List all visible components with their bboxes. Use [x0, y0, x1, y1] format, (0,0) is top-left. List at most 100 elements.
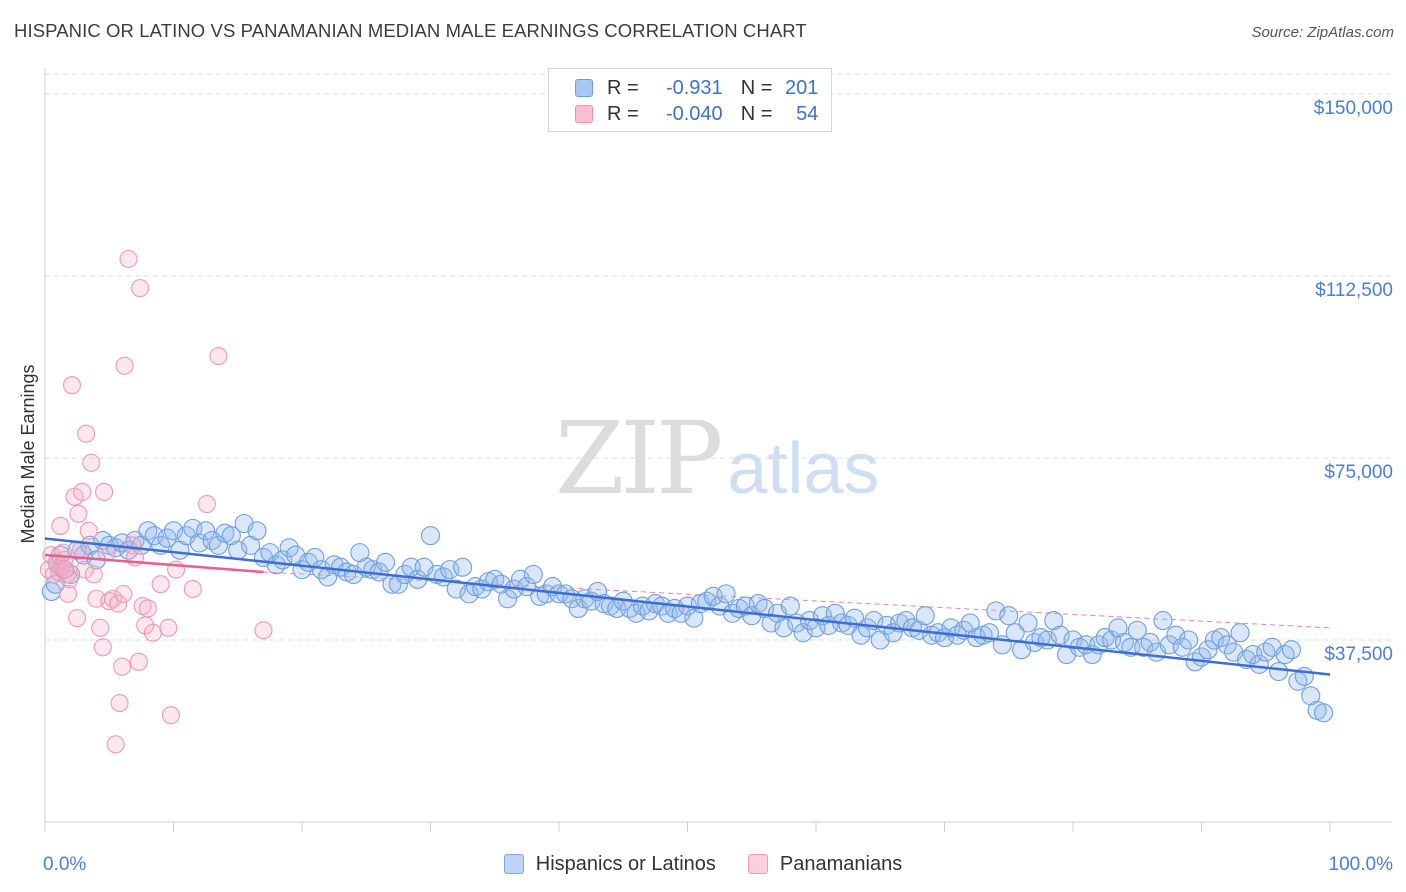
legend-row-panamanian: R = -0.040 N = 54: [575, 102, 818, 126]
panamanian-point: [115, 356, 134, 375]
hispanic-trend-line: [44, 537, 1331, 676]
panamanian-point: [75, 560, 94, 579]
hispanic-point: [1127, 620, 1147, 640]
hispanic-point: [1314, 703, 1334, 723]
panamanian-point: [109, 594, 128, 613]
series-swatch-panamanian: [747, 854, 768, 874]
hispanic-point: [420, 526, 441, 546]
panamanian-point: [161, 706, 180, 725]
hispanic-point: [780, 596, 800, 616]
legend-n-label: N =: [740, 102, 773, 125]
hispanic-point: [163, 521, 184, 541]
y-tick-label: $112,500: [1315, 280, 1393, 301]
panamanian-point: [56, 560, 75, 579]
panamanian-point: [119, 249, 138, 269]
panamanian-point: [91, 618, 110, 637]
panamanian-point: [62, 376, 82, 395]
hispanic-point: [915, 606, 935, 626]
hispanic-point: [793, 623, 813, 643]
axis-labels: $37,500 $75,000 $112,500 $150,000 0.0% 100.0%…: [18, 98, 1393, 875]
panamanian-point: [69, 504, 88, 523]
legend-r-label: R =: [607, 102, 639, 125]
panamanian-point: [209, 347, 228, 366]
y-tick-label: $37,500: [1324, 644, 1393, 665]
series-legend-panamanian[interactable]: Panamanians: [747, 852, 903, 876]
hispanic-point: [1217, 635, 1237, 655]
chart-title: HISPANIC OR LATINO VS PANAMANIAN MEDIAN …: [14, 20, 807, 41]
hispanic-point: [761, 613, 781, 633]
hispanic-point: [459, 584, 479, 604]
panamanian-point: [114, 584, 133, 603]
axes: [44, 68, 1392, 832]
series-swatch-hispanic: [503, 854, 524, 874]
hispanic-point: [523, 564, 543, 585]
hispanic-point: [279, 538, 299, 558]
panamanian-point: [104, 589, 123, 608]
panamanian-point: [110, 694, 129, 713]
series-label-panamanian: Panamanians: [779, 852, 903, 875]
panamanian-point: [53, 543, 73, 562]
panamanian-point: [60, 570, 79, 589]
panamanian-point: [51, 516, 70, 535]
hispanic-point: [1269, 661, 1289, 682]
panamanian-point: [159, 618, 178, 637]
panamanian-point: [138, 599, 157, 618]
hispanic-point: [208, 535, 229, 555]
panamanian-point: [143, 623, 162, 642]
hispanic-point: [857, 618, 877, 638]
legend-r-value: -0.931: [665, 76, 723, 99]
grid-lines: [45, 73, 1392, 641]
hispanic-point: [1172, 637, 1192, 657]
hispanic-point: [716, 584, 736, 604]
panamanian-point: [68, 609, 87, 628]
series-legend: Hispanics or Latinos Panamanians: [0, 851, 1406, 877]
panamanian-point: [77, 424, 96, 443]
hispanic-point: [1179, 630, 1199, 650]
panamanian-points: [39, 249, 273, 754]
panamanian-point: [131, 279, 150, 298]
hispanic-point: [1249, 654, 1269, 674]
panamanian-point: [151, 575, 170, 594]
legend-swatch-panamanian: [575, 105, 593, 123]
panamanian-point: [73, 482, 92, 502]
hispanic-point: [1166, 625, 1186, 645]
hispanic-point: [671, 603, 691, 623]
panamanian-point: [95, 482, 114, 502]
source-credit: Source: ZipAtlas.com: [1251, 24, 1394, 41]
panamanian-point: [59, 584, 78, 603]
panamanian-point: [254, 621, 273, 640]
series-legend-hispanic[interactable]: Hispanics or Latinos: [503, 853, 716, 876]
y-tick-label: $150,000: [1314, 98, 1393, 119]
legend-n-label: N =: [740, 76, 773, 99]
hispanic-point: [1018, 613, 1038, 633]
watermark-zip: ZIP: [555, 400, 723, 517]
hispanic-point: [1063, 630, 1083, 650]
legend-r-value: -0.040: [665, 102, 723, 125]
hispanic-point: [774, 618, 794, 638]
hispanic-point: [1153, 611, 1173, 631]
hispanic-point: [247, 521, 267, 541]
hispanic-point: [498, 589, 518, 609]
panamanian-point: [93, 638, 112, 657]
panamanian-point: [84, 565, 103, 584]
hispanic-point: [1281, 640, 1301, 660]
hispanic-point: [1198, 640, 1218, 660]
legend-row-hispanic: R = -0.931 N = 201: [575, 76, 818, 100]
x-tick-label: 0.0%: [43, 854, 86, 875]
trend-lines: [44, 537, 1331, 676]
hispanic-point: [1211, 628, 1231, 648]
watermark: ZIP atlas: [555, 400, 880, 517]
legend-r-label: R =: [607, 76, 639, 99]
hispanic-point: [453, 557, 473, 577]
legend-n-value: 54: [796, 102, 819, 125]
panamanian-point: [183, 579, 202, 599]
y-axis-label: Median Male Earnings: [18, 364, 38, 543]
hispanic-point: [851, 625, 871, 645]
x-tick-label: 100.0%: [1329, 854, 1394, 875]
legend-n-value: 201: [785, 76, 819, 99]
hispanic-point: [1230, 623, 1250, 643]
watermark-atlas: atlas: [727, 429, 880, 509]
panamanian-point: [113, 657, 132, 676]
panamanian-point: [106, 735, 125, 754]
